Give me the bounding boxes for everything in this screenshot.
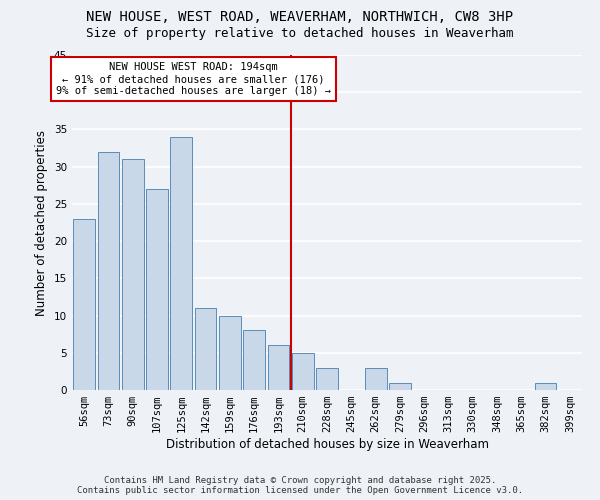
X-axis label: Distribution of detached houses by size in Weaverham: Distribution of detached houses by size … [166,438,488,451]
Bar [365,368,386,390]
Bar [292,353,314,390]
Bar [535,382,556,390]
Bar [316,368,338,390]
Y-axis label: Number of detached properties: Number of detached properties [35,130,49,316]
Bar [194,308,217,390]
Text: Size of property relative to detached houses in Weaverham: Size of property relative to detached ho… [86,28,514,40]
Text: NEW HOUSE, WEST ROAD, WEAVERHAM, NORTHWICH, CW8 3HP: NEW HOUSE, WEST ROAD, WEAVERHAM, NORTHWI… [86,10,514,24]
Text: NEW HOUSE WEST ROAD: 194sqm
← 91% of detached houses are smaller (176)
9% of sem: NEW HOUSE WEST ROAD: 194sqm ← 91% of det… [56,62,331,96]
Bar [73,219,95,390]
Bar [219,316,241,390]
Bar [97,152,119,390]
Text: Contains HM Land Registry data © Crown copyright and database right 2025.
Contai: Contains HM Land Registry data © Crown c… [77,476,523,495]
Bar [170,137,192,390]
Bar [389,382,411,390]
Bar [146,189,168,390]
Bar [122,159,143,390]
Bar [243,330,265,390]
Bar [268,346,289,390]
